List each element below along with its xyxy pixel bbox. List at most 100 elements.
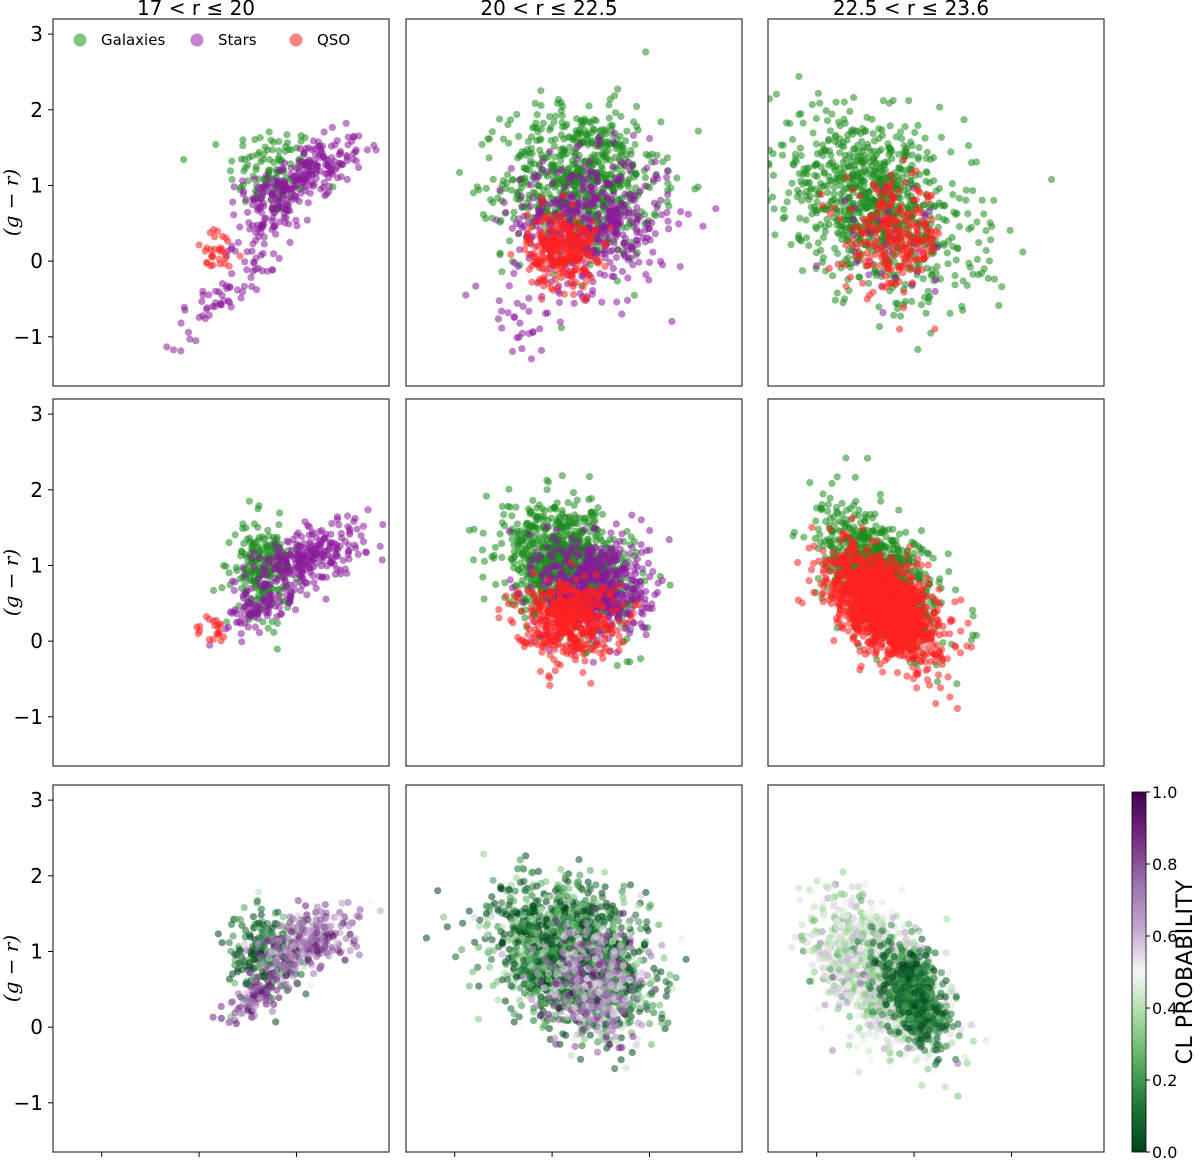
stars-point bbox=[275, 166, 283, 174]
galaxies-point bbox=[973, 218, 981, 226]
galaxies-point bbox=[485, 154, 493, 162]
galaxies-point bbox=[982, 246, 990, 255]
stars-point bbox=[544, 168, 552, 176]
stars-point bbox=[334, 552, 342, 560]
stars-point bbox=[318, 149, 326, 157]
galaxies-point bbox=[241, 580, 249, 588]
galaxies-point bbox=[813, 209, 821, 217]
galaxies-point bbox=[864, 154, 872, 162]
galaxies-point bbox=[842, 231, 850, 239]
galaxies-point bbox=[506, 237, 514, 245]
galaxies-point bbox=[822, 107, 830, 115]
galaxies-point bbox=[478, 546, 487, 554]
y-axis-label: (g − r) bbox=[0, 169, 23, 236]
stars-point bbox=[337, 529, 345, 537]
galaxies-point bbox=[952, 210, 960, 218]
qso-point bbox=[929, 234, 937, 242]
qso-point bbox=[602, 240, 610, 248]
stars-point bbox=[335, 521, 343, 529]
galaxies-point bbox=[884, 140, 892, 148]
galaxies-point bbox=[585, 102, 593, 110]
stars-point bbox=[645, 276, 653, 284]
stars-point bbox=[163, 343, 171, 351]
stars-point bbox=[234, 238, 242, 247]
stars-point bbox=[274, 592, 283, 600]
stars-point bbox=[260, 220, 268, 228]
galaxies-point bbox=[651, 212, 659, 220]
stars-point bbox=[253, 189, 261, 197]
galaxies-point bbox=[808, 101, 816, 109]
qso-point bbox=[529, 252, 537, 261]
stars-point bbox=[297, 572, 305, 580]
stars-point bbox=[624, 274, 632, 282]
stars-point bbox=[325, 182, 333, 190]
galaxies-point bbox=[498, 268, 506, 276]
galaxies-point bbox=[528, 150, 536, 158]
stars-point bbox=[599, 202, 608, 210]
qso-point bbox=[884, 279, 892, 287]
galaxies-point bbox=[598, 164, 606, 173]
galaxies-point bbox=[975, 239, 983, 247]
galaxies-point bbox=[667, 184, 675, 192]
galaxies-point bbox=[808, 184, 816, 192]
galaxies-point bbox=[907, 138, 915, 146]
qso-point bbox=[893, 208, 901, 216]
galaxies-point bbox=[232, 563, 240, 572]
galaxies-point bbox=[616, 141, 624, 149]
stars-point bbox=[585, 197, 593, 205]
stars-point bbox=[242, 195, 250, 204]
galaxies-point bbox=[964, 210, 972, 218]
qso-point bbox=[897, 202, 905, 210]
stars-point bbox=[586, 167, 594, 175]
stars-point bbox=[633, 204, 641, 212]
galaxies-point bbox=[510, 559, 518, 567]
galaxies-point bbox=[821, 222, 829, 230]
galaxies-point bbox=[965, 225, 973, 233]
stars-point bbox=[594, 140, 602, 149]
galaxies-point bbox=[859, 143, 867, 152]
qso-point bbox=[584, 231, 592, 239]
galaxies-point bbox=[901, 123, 909, 131]
galaxies-point bbox=[514, 547, 522, 555]
qso-point bbox=[900, 156, 908, 164]
stars-point bbox=[613, 298, 621, 306]
qso-point bbox=[555, 242, 563, 250]
galaxies-point bbox=[508, 535, 516, 543]
galaxies-point bbox=[796, 144, 804, 152]
qso-point bbox=[559, 212, 567, 220]
qso-point bbox=[927, 247, 936, 255]
qso-point bbox=[912, 196, 920, 204]
stars-point bbox=[578, 185, 586, 194]
stars-point bbox=[294, 529, 302, 537]
stars-point bbox=[586, 183, 594, 191]
galaxies-point bbox=[633, 102, 641, 111]
galaxies-point bbox=[642, 48, 650, 56]
stars-point bbox=[629, 131, 637, 139]
stars-point bbox=[327, 558, 335, 566]
galaxies-point bbox=[771, 231, 779, 239]
stars-point bbox=[177, 319, 185, 327]
galaxies-point bbox=[896, 128, 905, 136]
stars-point bbox=[304, 562, 312, 570]
stars-point bbox=[642, 631, 650, 639]
stars-point bbox=[364, 506, 372, 514]
galaxies-point bbox=[265, 128, 273, 136]
galaxies-point bbox=[833, 289, 841, 297]
qso-point bbox=[580, 296, 588, 304]
galaxies-point bbox=[857, 129, 865, 137]
galaxies-point bbox=[597, 126, 605, 134]
stars-point bbox=[295, 197, 303, 205]
galaxies-point bbox=[264, 624, 272, 632]
galaxies-point bbox=[768, 197, 772, 205]
galaxies-point bbox=[955, 194, 963, 202]
stars-point bbox=[663, 173, 671, 181]
qso-point bbox=[888, 244, 896, 252]
stars-point bbox=[275, 218, 283, 226]
stars-point bbox=[643, 219, 651, 227]
stars-point bbox=[355, 132, 363, 140]
qso-point bbox=[523, 211, 532, 219]
qso-point bbox=[898, 246, 906, 254]
stars-point bbox=[355, 163, 363, 172]
galaxies-point bbox=[868, 202, 876, 210]
qso-point bbox=[856, 192, 864, 200]
